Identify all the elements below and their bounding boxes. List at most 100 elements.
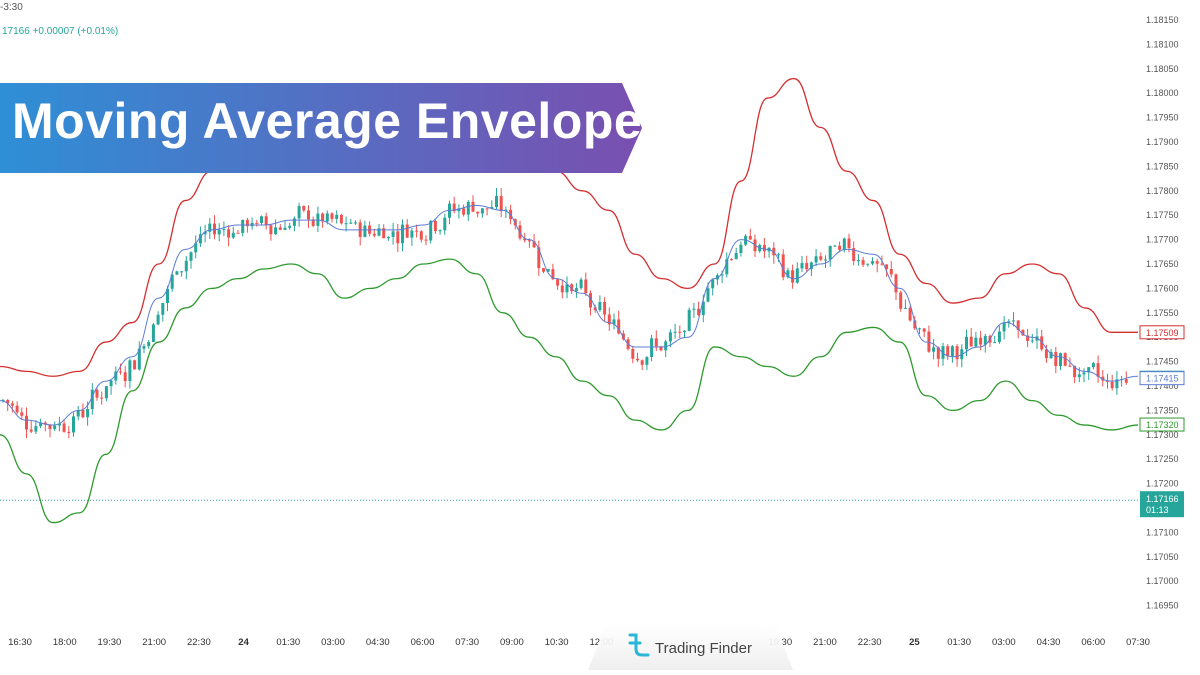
- candle-up: [429, 220, 433, 241]
- candle-up: [1082, 372, 1086, 375]
- candle-down: [255, 222, 259, 224]
- y-tick-label: 1.17600: [1146, 283, 1179, 293]
- candle-up: [39, 422, 43, 427]
- x-tick-label: 04:30: [1037, 637, 1061, 648]
- candle-down: [476, 211, 480, 214]
- y-tick-label: 1.18100: [1146, 39, 1179, 49]
- candle-up: [443, 217, 447, 231]
- candle-up: [208, 223, 212, 232]
- candle-down: [405, 224, 409, 238]
- candle-down: [955, 346, 959, 360]
- title-banner: [0, 83, 642, 173]
- candle-up: [706, 288, 710, 302]
- candle-down: [603, 302, 607, 315]
- candle-up: [466, 201, 470, 215]
- candle-down: [311, 219, 315, 226]
- y-tick-label: 1.17000: [1146, 576, 1179, 586]
- candle-up: [104, 386, 108, 399]
- candle-down: [462, 208, 466, 215]
- x-tick-label: 03:00: [321, 637, 345, 648]
- candle-up: [734, 252, 738, 260]
- candle-down: [654, 338, 658, 347]
- candle-up: [997, 331, 1001, 343]
- candle-up: [161, 303, 165, 315]
- candle-down: [852, 248, 856, 262]
- candle-down: [396, 231, 400, 244]
- y-tick-label: 1.17950: [1146, 113, 1179, 123]
- ohlc-readout: 17166 +0.00007 (+0.01%): [2, 26, 119, 37]
- candle-down: [762, 244, 766, 252]
- candle-up: [198, 234, 202, 244]
- candle-up: [90, 389, 94, 410]
- candle-up: [974, 337, 978, 347]
- candle-up: [1002, 322, 1006, 332]
- candle-up: [612, 319, 616, 325]
- y-tick-label: 1.17650: [1146, 259, 1179, 269]
- banner-title: Moving Average Envelope: [12, 93, 643, 149]
- candle-down: [537, 247, 541, 269]
- candle-up: [645, 356, 649, 365]
- envelope-lines: [0, 77, 1139, 524]
- candle-up: [739, 244, 743, 253]
- x-tick-label: 16:30: [8, 637, 32, 648]
- candle-down: [899, 292, 903, 309]
- x-tick-label: 21:00: [813, 637, 837, 648]
- candle-up: [903, 307, 907, 309]
- candle-down: [560, 285, 564, 293]
- candle-down: [542, 268, 545, 272]
- candle-down: [607, 314, 611, 325]
- candle-down: [584, 279, 588, 294]
- lower-series-line: [0, 258, 1139, 524]
- candle-up: [800, 263, 804, 269]
- candle-down: [264, 216, 268, 226]
- candle-down: [123, 372, 127, 382]
- x-tick-label: 25: [909, 637, 920, 648]
- candle-down: [433, 220, 437, 232]
- x-tick-label: 07:30: [1126, 637, 1150, 648]
- candle-down: [419, 231, 423, 240]
- y-tick-label: 1.18150: [1146, 15, 1179, 25]
- candle-down: [678, 331, 682, 333]
- candle-up: [363, 225, 367, 237]
- candle-down: [640, 360, 644, 365]
- last-price-tag: [1140, 491, 1184, 518]
- candle-down: [452, 203, 456, 212]
- candle-up: [292, 218, 296, 226]
- candle-down: [1021, 330, 1025, 336]
- candle-up: [344, 223, 348, 225]
- candle-up: [189, 252, 193, 261]
- lower-price-text: 1.17320: [1146, 420, 1179, 430]
- candle-down: [748, 235, 752, 240]
- candle-up: [349, 222, 353, 224]
- candle-up: [664, 341, 668, 351]
- candlesticks: [1, 187, 1128, 439]
- candle-down: [908, 307, 912, 321]
- candle-down: [1026, 335, 1030, 341]
- x-tick-label: 09:00: [500, 637, 524, 648]
- candle-up: [1077, 374, 1081, 378]
- upper-price-text: 1.17509: [1146, 328, 1179, 338]
- candle-down: [805, 263, 809, 270]
- candle-down: [589, 293, 592, 308]
- candle-down: [894, 274, 898, 293]
- candle-down: [1063, 353, 1067, 366]
- candle-up: [1012, 320, 1015, 322]
- candle-up: [297, 206, 301, 219]
- x-tick-label: 22:30: [858, 637, 882, 648]
- candle-up: [142, 346, 146, 349]
- candle-down: [25, 415, 28, 430]
- candle-down: [617, 319, 621, 334]
- candle-up: [217, 229, 221, 235]
- candle-down: [424, 239, 428, 241]
- candle-down: [95, 389, 99, 398]
- candle-down: [278, 227, 282, 230]
- candle-up: [156, 314, 160, 325]
- candle-down: [330, 213, 334, 219]
- y-tick-label: 1.17250: [1146, 454, 1179, 464]
- candle-down: [523, 238, 527, 241]
- candle-down: [636, 358, 639, 361]
- y-tick-label: 1.17550: [1146, 308, 1179, 318]
- candle-up: [76, 409, 80, 417]
